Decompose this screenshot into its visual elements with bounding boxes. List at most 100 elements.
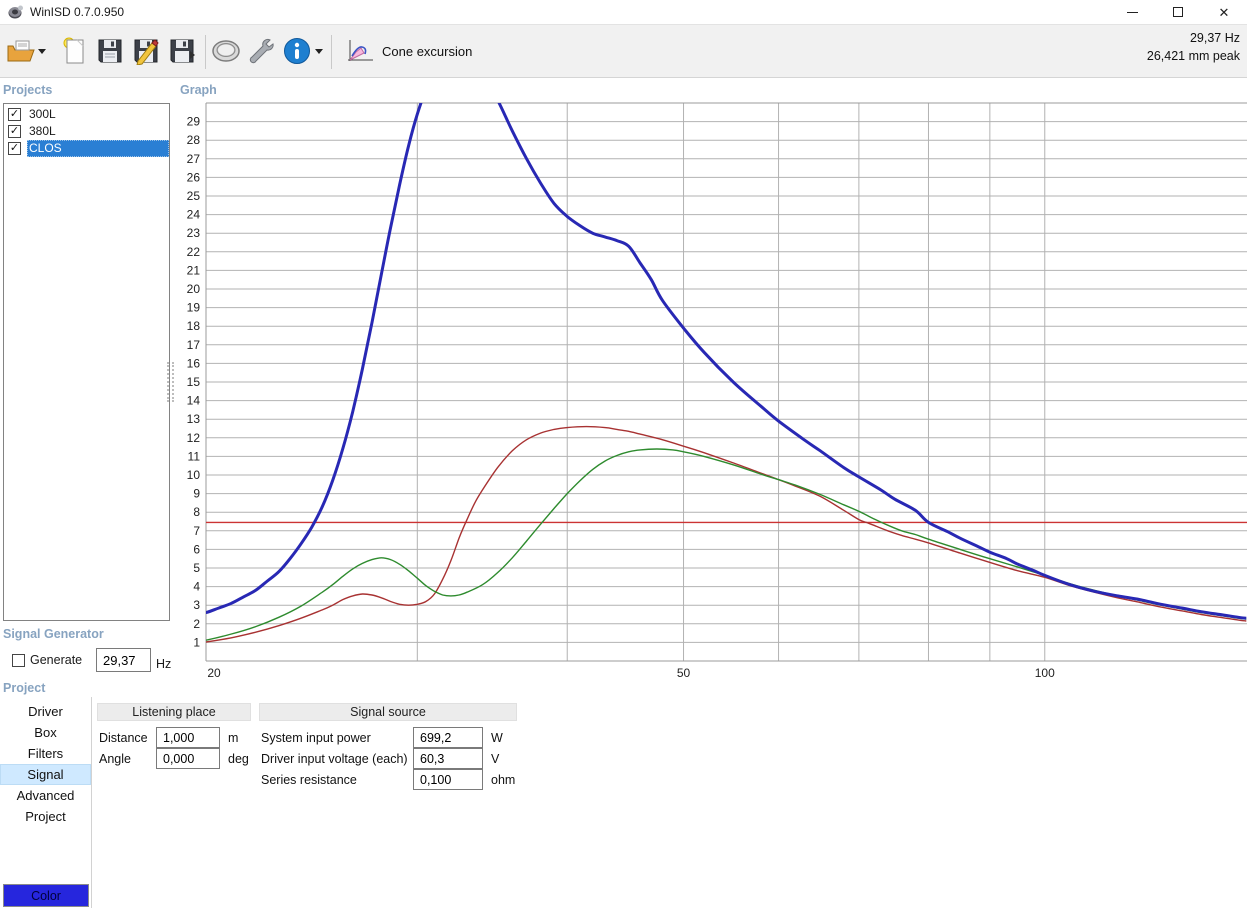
listening-place-field-input[interactable] <box>156 727 220 748</box>
y-tick-label: 28 <box>187 133 201 147</box>
y-tick-label: 29 <box>187 115 201 129</box>
projects-list[interactable]: ✓ 300L ✓ 380L ✓ CLOS <box>3 103 170 621</box>
projects-section-label: Projects <box>3 83 53 97</box>
signal-frequency-unit: Hz <box>156 657 172 671</box>
maximize-icon <box>1173 7 1183 17</box>
listening-place-field-input[interactable] <box>156 748 220 769</box>
save-edit-button[interactable] <box>130 33 162 69</box>
project-checkbox[interactable]: ✓ <box>8 142 21 155</box>
project-name: 300L <box>29 107 56 121</box>
y-tick-label: 17 <box>187 338 201 352</box>
tab-box[interactable]: Box <box>34 725 57 740</box>
new-project-icon <box>63 37 84 64</box>
signal-source-field-unit: ohm <box>491 772 516 787</box>
project-checkbox[interactable]: ✓ <box>8 125 21 138</box>
minimize-icon <box>1126 11 1138 13</box>
readout-peak: 26,421 mm peak <box>1146 49 1240 63</box>
signal-source-field-label: Series resistance <box>261 772 357 787</box>
generate-row: Generate <box>8 653 82 667</box>
window-title: WinISD 0.7.0.950 <box>30 5 125 19</box>
driver-icon <box>212 40 240 62</box>
save-icon <box>98 39 122 63</box>
listening-place-field: Distance m <box>99 727 238 748</box>
color-button-label: Color <box>31 888 61 903</box>
y-tick-label: 11 <box>188 449 201 463</box>
listening-place-header: Listening place <box>97 703 251 721</box>
graph-type-label: Cone excursion <box>382 43 473 59</box>
close-icon: ✕ <box>1218 4 1230 20</box>
minimize-button[interactable] <box>1109 0 1155 24</box>
maximize-button[interactable] <box>1155 0 1201 24</box>
project-list-item[interactable]: ✓ 300L <box>4 106 169 123</box>
y-tick-label: 15 <box>187 375 201 389</box>
close-button[interactable]: ✕ <box>1201 0 1247 24</box>
toolbar-separator <box>205 35 206 69</box>
info-button[interactable] <box>280 33 326 69</box>
tab-advanced[interactable]: Advanced <box>16 788 75 803</box>
project-list-item[interactable]: ✓ CLOS <box>4 140 169 157</box>
tab-driver[interactable]: Driver <box>28 704 63 719</box>
tools-button[interactable] <box>244 33 276 69</box>
vertical-divider <box>91 697 92 908</box>
signal-source-field-unit: W <box>491 730 503 745</box>
signal-source-field-label: Driver input voltage (each) <box>261 751 408 766</box>
tab-project[interactable]: Project <box>25 809 66 824</box>
cone-excursion-chart[interactable]: 1234567891011121314151617181920212223242… <box>178 90 1247 696</box>
y-tick-label: 3 <box>193 598 200 612</box>
y-tick-label: 5 <box>193 561 200 575</box>
open-project-button[interactable] <box>6 33 46 69</box>
tools-wrench-icon <box>249 39 274 64</box>
chart-icon <box>348 40 373 61</box>
graph-type-selector[interactable]: Cone excursion <box>336 31 482 71</box>
y-tick-label: 13 <box>187 412 201 426</box>
info-dropdown-arrow[interactable] <box>315 48 323 54</box>
new-project-button[interactable] <box>58 33 90 69</box>
project-section-label: Project <box>3 681 46 695</box>
y-tick-label: 27 <box>187 152 201 166</box>
tab-signal[interactable]: Signal <box>0 764 91 785</box>
listening-place-field-label: Distance <box>99 730 148 745</box>
graph-section-label: Graph <box>180 83 217 97</box>
signal-source-field-input[interactable] <box>413 748 483 769</box>
y-tick-label: 12 <box>187 431 201 445</box>
generate-checkbox[interactable] <box>12 653 25 667</box>
cursor-readout: 29,37 Hz 26,421 mm peak <box>1147 29 1240 65</box>
project-checkbox[interactable]: ✓ <box>8 108 21 121</box>
y-tick-label: 18 <box>187 319 201 333</box>
signal-source-field: Series resistance ohm <box>261 769 515 790</box>
signal-source-field-input[interactable] <box>413 727 483 748</box>
listening-place-field-unit: deg <box>228 751 249 766</box>
y-tick-label: 24 <box>187 208 201 222</box>
driver-button[interactable] <box>210 33 242 69</box>
open-dropdown-arrow[interactable] <box>38 48 46 54</box>
tab-filters[interactable]: Filters <box>27 746 64 761</box>
signal-source-field: Driver input voltage (each) V <box>261 748 499 769</box>
open-icon <box>7 40 35 62</box>
signal-source-field-label: System input power <box>261 730 371 745</box>
save-button[interactable] <box>94 33 126 69</box>
y-tick-label: 19 <box>187 301 201 315</box>
y-tick-label: 6 <box>193 542 200 556</box>
signal-source-field: System input power W <box>261 727 503 748</box>
signal-source-header: Signal source <box>259 703 517 721</box>
y-tick-label: 20 <box>187 282 201 296</box>
x-tick-label: 50 <box>677 666 691 680</box>
generate-label: Generate <box>30 653 83 667</box>
signal-generator-section-label: Signal Generator <box>3 627 104 641</box>
signal-source-field-input[interactable] <box>413 769 483 790</box>
panel-splitter[interactable] <box>167 362 174 402</box>
listening-place-field: Angle deg <box>99 748 249 769</box>
color-button[interactable]: Color <box>3 884 89 907</box>
save-as-button[interactable] <box>166 33 198 69</box>
y-tick-label: 1 <box>193 635 200 649</box>
readout-frequency: 29,37 Hz <box>1189 31 1240 45</box>
series-300l <box>206 448 1247 641</box>
project-list-item[interactable]: ✓ 380L <box>4 123 169 140</box>
signal-frequency-input[interactable] <box>96 648 151 672</box>
y-tick-label: 2 <box>193 617 200 631</box>
toolbar-separator <box>331 35 332 69</box>
y-tick-label: 26 <box>187 170 201 184</box>
y-tick-label: 23 <box>187 226 201 240</box>
project-name: 380L <box>29 124 56 138</box>
